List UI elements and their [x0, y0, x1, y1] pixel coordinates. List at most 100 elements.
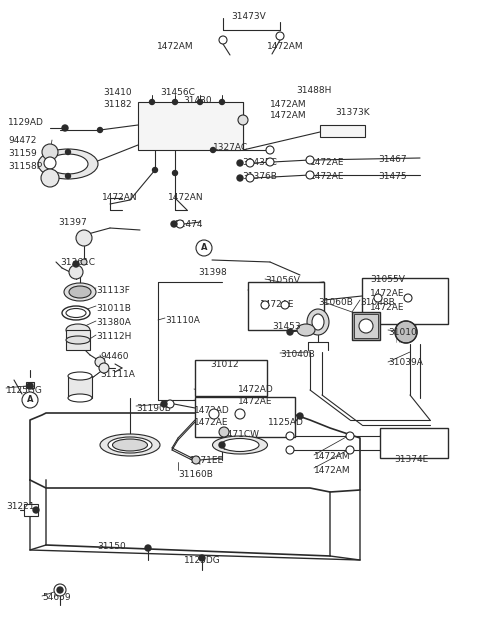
Circle shape	[192, 456, 200, 464]
Text: 31374E: 31374E	[394, 455, 428, 464]
Ellipse shape	[64, 283, 96, 301]
Bar	[352, 312, 380, 340]
Circle shape	[246, 174, 254, 182]
Text: 31158P: 31158P	[8, 162, 42, 171]
Text: 1472AE: 1472AE	[310, 172, 345, 181]
Circle shape	[219, 36, 227, 44]
Circle shape	[199, 555, 205, 561]
Text: 31373K: 31373K	[335, 108, 370, 117]
Text: 31410: 31410	[103, 88, 132, 97]
Text: 1472AM: 1472AM	[270, 111, 307, 120]
Circle shape	[238, 115, 248, 125]
Circle shape	[281, 301, 289, 309]
Circle shape	[219, 427, 229, 437]
Circle shape	[266, 146, 274, 154]
Text: 31190B: 31190B	[136, 404, 171, 413]
Circle shape	[171, 221, 177, 227]
Text: 31473V: 31473V	[232, 12, 266, 21]
Text: 1472AE: 1472AE	[370, 303, 405, 312]
Text: 1472AM: 1472AM	[270, 100, 307, 109]
Text: 31113F: 31113F	[96, 286, 130, 295]
Ellipse shape	[66, 324, 90, 336]
Circle shape	[237, 175, 243, 181]
Text: 1125AD: 1125AD	[268, 418, 304, 427]
Circle shape	[42, 144, 58, 160]
Ellipse shape	[307, 309, 329, 335]
Circle shape	[57, 587, 63, 593]
Circle shape	[33, 507, 39, 513]
Text: 31039A: 31039A	[388, 358, 423, 367]
Text: 31376B: 31376B	[242, 172, 277, 181]
Circle shape	[95, 357, 105, 367]
Text: 31048B: 31048B	[360, 298, 395, 307]
Ellipse shape	[62, 306, 90, 320]
Bar	[362, 278, 448, 324]
Text: 1472AE: 1472AE	[310, 158, 345, 167]
Circle shape	[209, 409, 219, 419]
Ellipse shape	[100, 434, 160, 456]
Text: 1125GG: 1125GG	[6, 386, 43, 395]
Circle shape	[81, 259, 87, 265]
Text: 31159: 31159	[8, 149, 37, 158]
Text: 1471EE: 1471EE	[190, 456, 224, 465]
Circle shape	[99, 363, 109, 373]
Text: 1472AM: 1472AM	[267, 42, 303, 51]
Circle shape	[65, 149, 71, 154]
Text: 31397: 31397	[58, 218, 87, 227]
Bar	[138, 102, 243, 150]
Text: 31453: 31453	[272, 322, 300, 331]
Text: 1472AM: 1472AM	[314, 466, 350, 475]
Bar	[354, 314, 378, 338]
Text: 31012: 31012	[211, 360, 240, 369]
Text: 31430: 31430	[184, 96, 212, 105]
Text: 1471CW: 1471CW	[222, 430, 260, 439]
Circle shape	[196, 240, 212, 256]
Text: 31112H: 31112H	[96, 332, 132, 341]
Bar	[248, 282, 324, 330]
Text: 1472AM: 1472AM	[314, 452, 350, 461]
Ellipse shape	[213, 436, 267, 454]
Text: 1472AD: 1472AD	[238, 385, 274, 394]
Circle shape	[306, 156, 314, 164]
Text: 31488H: 31488H	[296, 86, 331, 95]
Ellipse shape	[66, 336, 90, 344]
Ellipse shape	[68, 394, 92, 402]
Circle shape	[54, 584, 66, 596]
Ellipse shape	[297, 324, 315, 336]
Text: 94460: 94460	[100, 352, 129, 361]
Text: 94472: 94472	[8, 136, 36, 145]
Text: 31060B: 31060B	[318, 298, 353, 307]
Circle shape	[166, 400, 174, 408]
Bar	[320, 125, 365, 137]
Text: 31398: 31398	[198, 268, 227, 277]
Circle shape	[306, 171, 314, 179]
Circle shape	[211, 147, 216, 153]
Circle shape	[65, 173, 71, 179]
Circle shape	[153, 168, 157, 173]
Text: 31056V: 31056V	[265, 276, 300, 285]
Circle shape	[346, 446, 354, 454]
Bar	[24, 504, 38, 516]
Text: 1125DG: 1125DG	[184, 556, 220, 565]
Text: 31040B: 31040B	[280, 350, 315, 359]
Text: 31475: 31475	[378, 172, 407, 181]
Circle shape	[261, 301, 269, 309]
Text: A: A	[27, 396, 33, 404]
Ellipse shape	[312, 314, 324, 330]
Bar	[66, 330, 90, 350]
Ellipse shape	[359, 319, 373, 333]
Ellipse shape	[112, 439, 147, 451]
Text: 31221: 31221	[6, 502, 35, 511]
Text: 31110A: 31110A	[165, 316, 200, 325]
Circle shape	[266, 158, 274, 166]
Circle shape	[219, 442, 225, 448]
Circle shape	[404, 294, 412, 302]
Circle shape	[161, 401, 167, 407]
Circle shape	[286, 446, 294, 454]
Text: 31361C: 31361C	[60, 258, 95, 267]
Text: A: A	[201, 244, 207, 253]
Circle shape	[97, 127, 103, 132]
Text: 1327AC: 1327AC	[213, 143, 248, 152]
Ellipse shape	[395, 321, 417, 343]
Text: 1472AE: 1472AE	[370, 289, 405, 298]
